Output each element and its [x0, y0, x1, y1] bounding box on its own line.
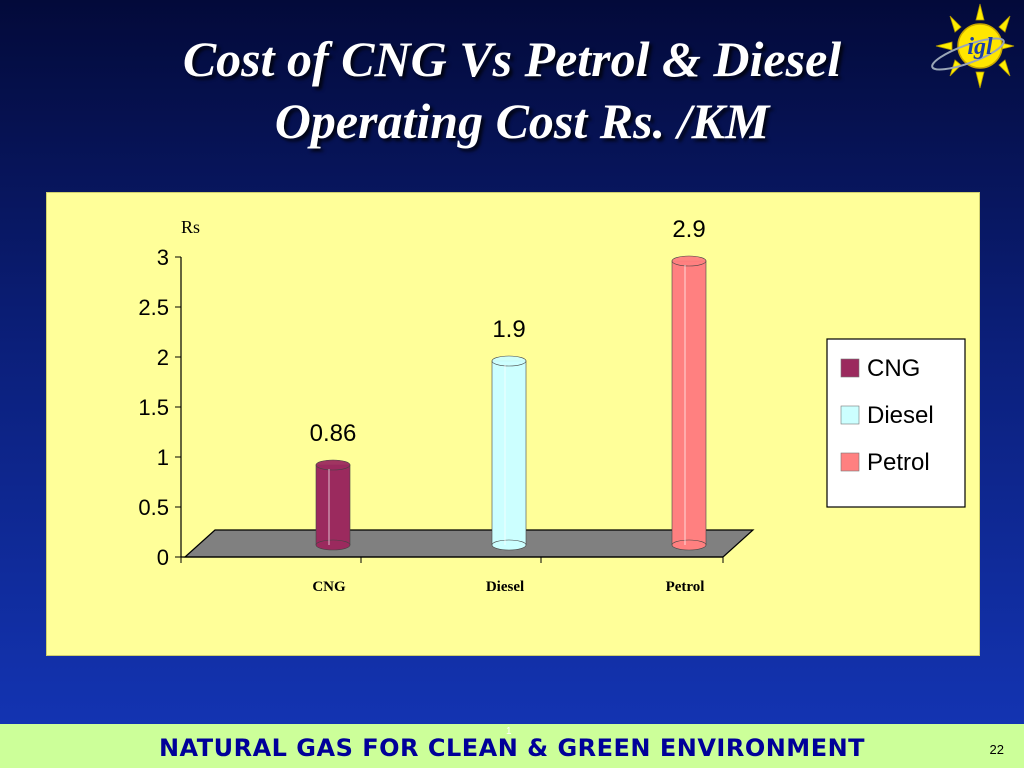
bar-cng	[315, 464, 351, 546]
y-tick-label: 2	[157, 345, 169, 370]
legend-label-cng: CNG	[867, 355, 920, 382]
y-tick-label: 1	[157, 445, 169, 470]
sun-rays-icon	[935, 3, 1015, 89]
title-line-2: Operating Cost Rs. /KM	[274, 93, 770, 149]
bar-diesel	[491, 360, 527, 546]
y-tick-label: 2.5	[138, 295, 169, 320]
legend-label-petrol: Petrol	[867, 449, 930, 476]
x-tick-label-diesel: Diesel	[486, 579, 524, 595]
data-label-diesel: 1.9	[492, 316, 525, 343]
slide-title: Cost of CNG Vs Petrol & Diesel Operating…	[0, 28, 1024, 152]
bar-top-diesel	[491, 355, 527, 367]
bar-base-petrol	[671, 539, 707, 551]
legend-swatch-diesel	[840, 405, 860, 425]
footer-marker: 1	[506, 726, 512, 737]
x-tick-label-cng: CNG	[312, 579, 346, 595]
y-tick-label: 0	[157, 545, 169, 570]
legend-swatch-petrol	[840, 452, 860, 472]
page-number: 22	[989, 742, 1004, 757]
x-tick-label-petrol: Petrol	[666, 579, 705, 595]
y-axis-label: Rs	[181, 217, 200, 237]
bar-base-cng	[315, 539, 351, 551]
logo-text: igl	[967, 34, 993, 60]
y-tick-label: 3	[157, 245, 169, 270]
title-line-1: Cost of CNG Vs Petrol & Diesel	[182, 31, 842, 87]
bar-top-cng	[315, 459, 351, 471]
footer-text: NATURAL GAS FOR CLEAN & GREEN ENVIRONMEN…	[158, 734, 866, 762]
chart-panel: 0 0.5 1 1.5 2 2.5 3 Rs 0.86 CNG 1.9 Diesel 2.9 Petrol…	[46, 192, 980, 656]
chart-floor	[183, 529, 755, 558]
footer-bar: 1 NATURAL GAS FOR CLEAN & GREEN ENVIRONM…	[0, 724, 1024, 768]
data-label-petrol: 2.9	[672, 216, 705, 243]
legend-swatch-cng	[840, 358, 860, 378]
igl-logo: igl	[931, 3, 1015, 89]
y-tick-label: 1.5	[138, 395, 169, 420]
y-tick-label: 0.5	[138, 495, 169, 520]
bar-petrol	[671, 260, 707, 546]
bar-top-petrol	[671, 255, 707, 267]
data-label-cng: 0.86	[310, 420, 357, 447]
bar-chart: 0 0.5 1 1.5 2 2.5 3 Rs 0.86 CNG 1.9 Diesel 2.9 Petrol…	[138, 216, 966, 595]
bar-base-diesel	[491, 539, 527, 551]
legend-label-diesel: Diesel	[867, 402, 934, 429]
